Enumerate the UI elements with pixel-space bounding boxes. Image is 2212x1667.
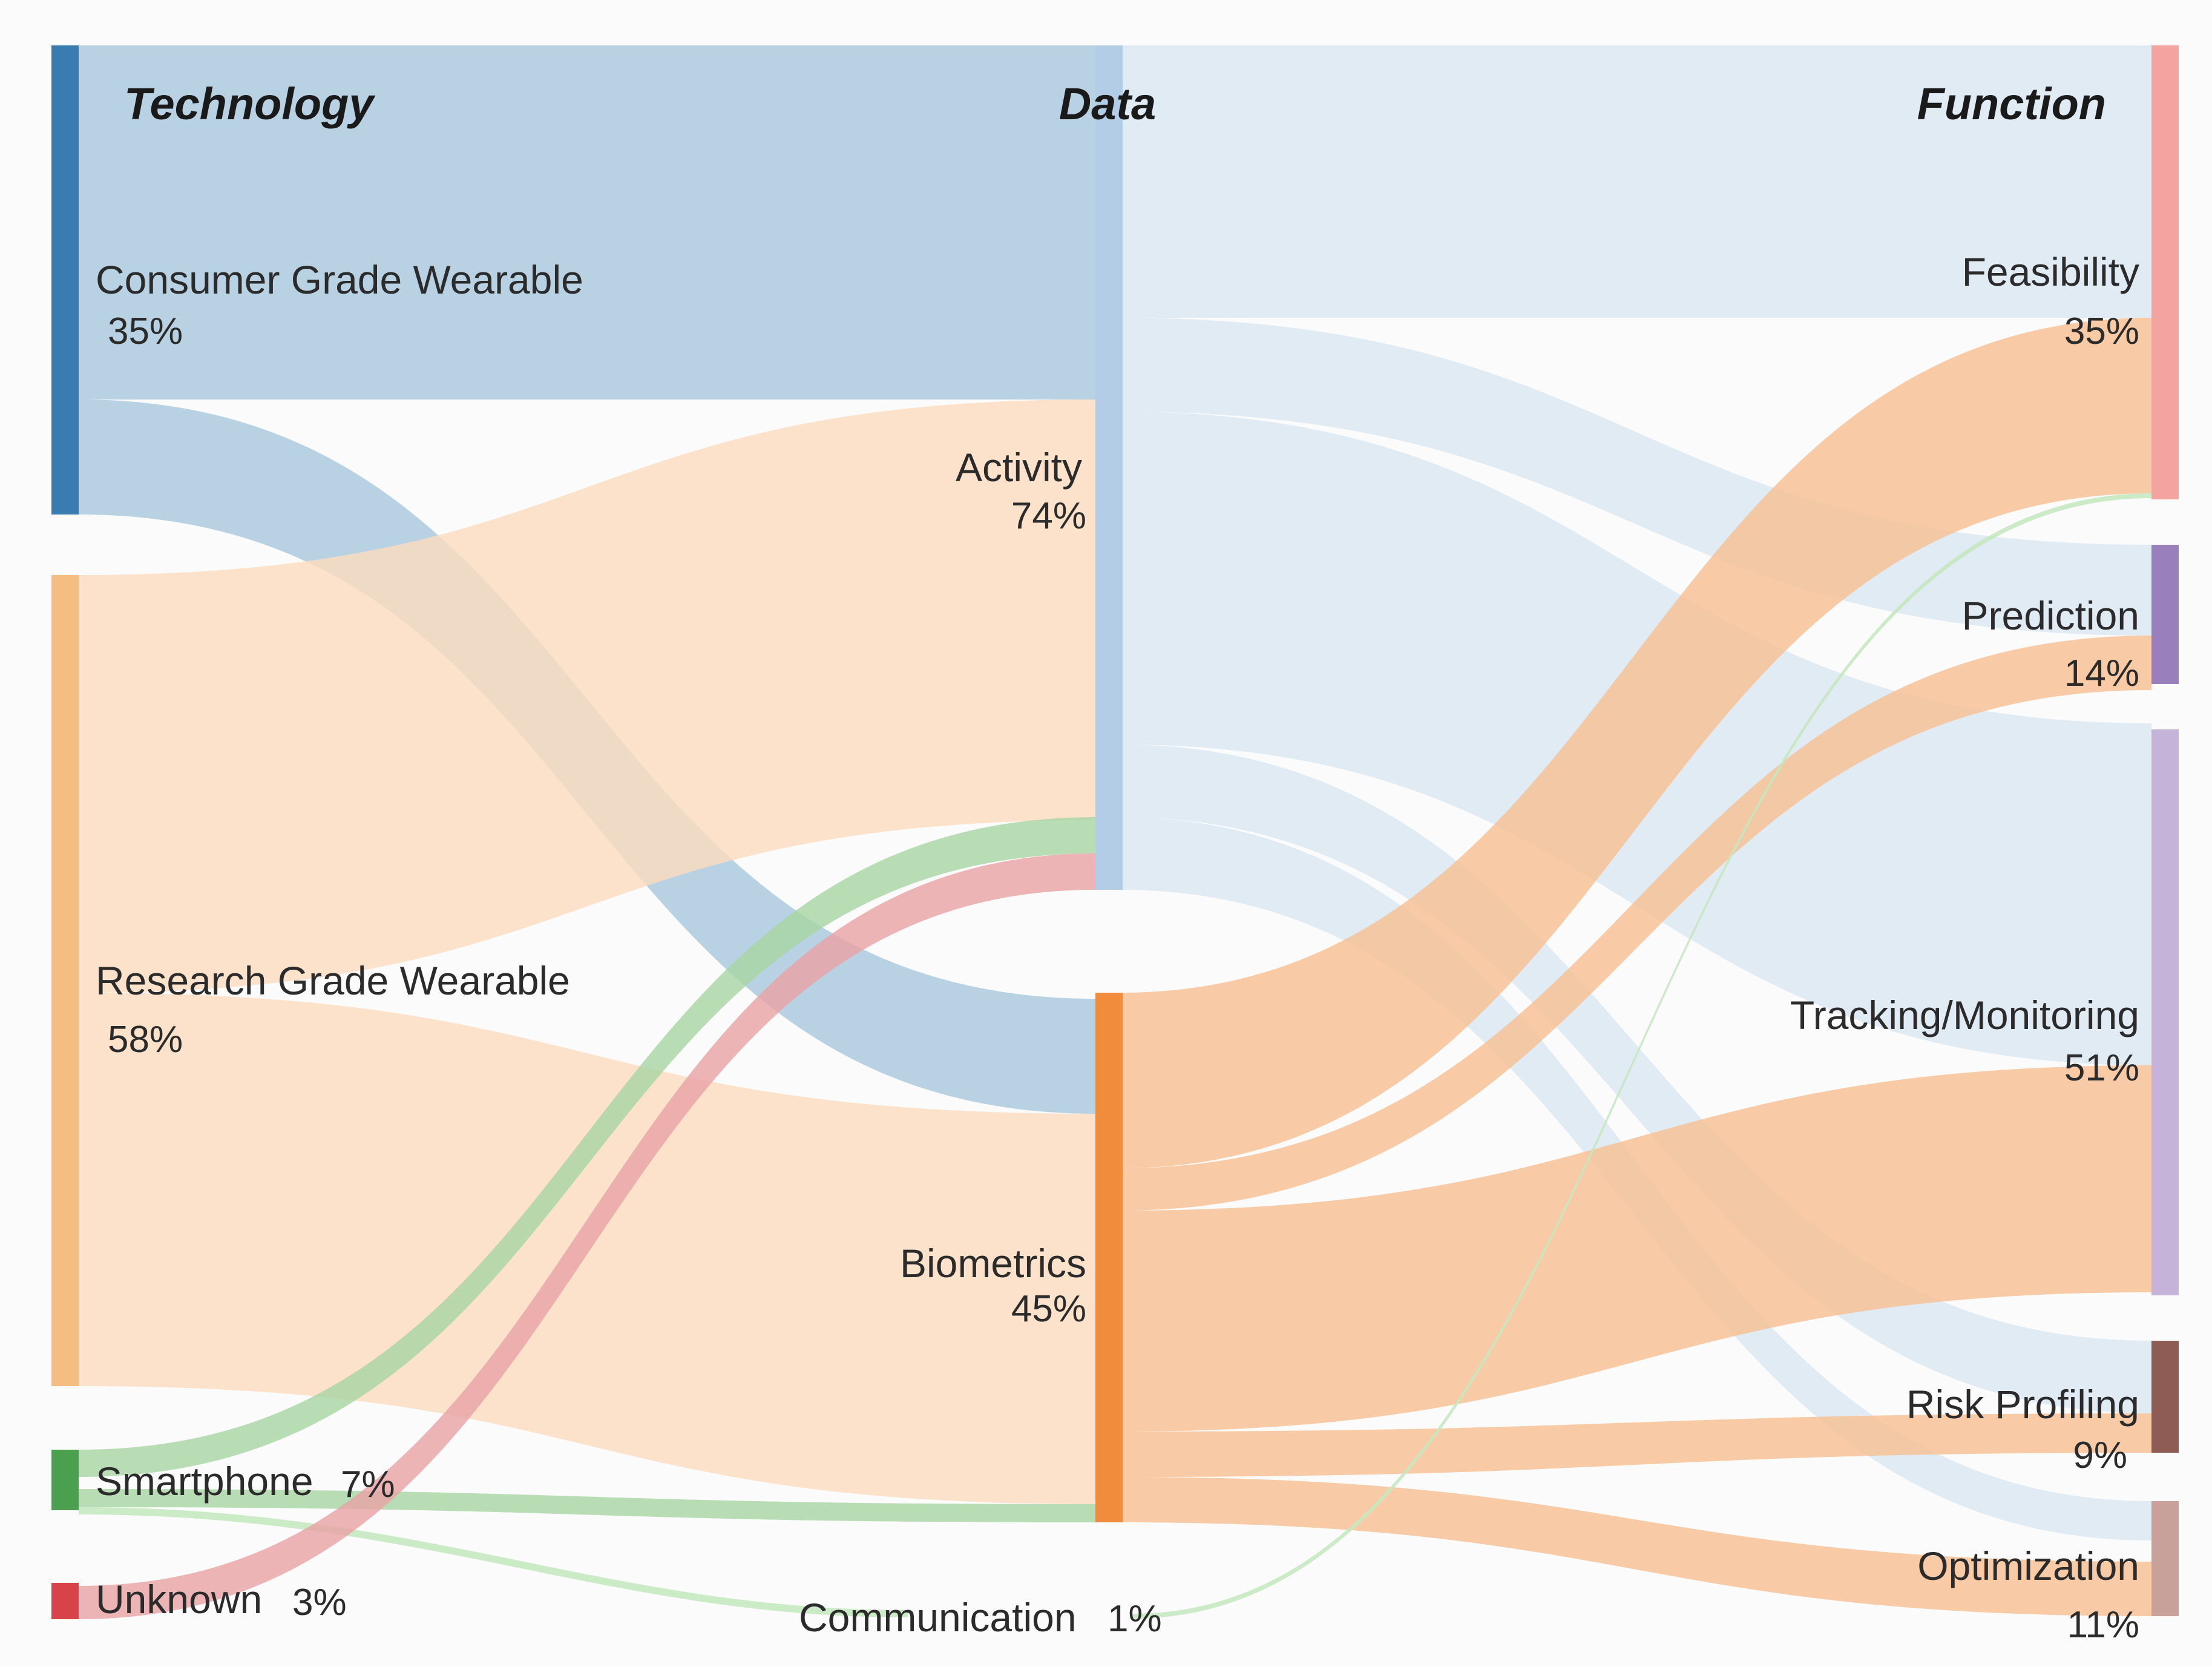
- column-title-technology: Technology: [124, 79, 376, 129]
- node-bar-biometrics: [1095, 993, 1123, 1522]
- node-label-prediction: Prediction: [1962, 593, 2140, 638]
- node-bar-smartphone: [51, 1450, 79, 1510]
- link-biometrics-risk: [1120, 1413, 2151, 1477]
- node-pct-risk: 9%: [2073, 1435, 2127, 1476]
- link-smartphone-communication: [79, 1507, 908, 1617]
- link-consumer-activity: [79, 45, 1095, 399]
- node-pct-research: 58%: [108, 1019, 183, 1060]
- link-activity-feasibility: [1120, 45, 2151, 318]
- node-pct-prediction: 14%: [2064, 653, 2139, 694]
- labels-data: Activity 74% Biometrics 45% Communicatio…: [799, 445, 1162, 1640]
- node-bar-tracking: [2151, 729, 2179, 1295]
- link-unknown-activity: [79, 853, 1095, 1619]
- labels-technology: Consumer Grade Wearable 35% Research Gra…: [96, 257, 583, 1623]
- link-smartphone-biometrics: [79, 1489, 1095, 1522]
- node-bar-risk: [2151, 1341, 2179, 1453]
- link-research-activity: [79, 399, 1095, 993]
- link-biometrics-tracking: [1120, 1065, 2151, 1432]
- node-label-risk: Risk Profiling: [1906, 1382, 2139, 1427]
- labels-function: Feasibility 35% Prediction 14% Tracking/…: [1790, 249, 2139, 1646]
- node-pct-communication: 1%: [1108, 1598, 1162, 1640]
- node-pct-optimization: 11%: [2067, 1604, 2140, 1646]
- node-pct-consumer: 35%: [108, 311, 183, 352]
- node-bar-activity: [1095, 45, 1123, 890]
- node-label-feasibility: Feasibility: [1962, 249, 2139, 294]
- node-pct-feasibility: 35%: [2064, 311, 2139, 352]
- link-smartphone-activity: [79, 817, 1095, 1477]
- node-label-consumer: Consumer Grade Wearable: [96, 257, 583, 302]
- node-pct-unknown: 3%: [292, 1582, 347, 1623]
- node-bar-research: [51, 575, 79, 1386]
- node-label-communication: Communication: [799, 1595, 1077, 1640]
- node-label-unknown: Unknown: [96, 1577, 262, 1622]
- column-titles: Technology Data Function: [124, 79, 2106, 129]
- link-biometrics-optimization: [1120, 1477, 2151, 1616]
- node-bar-prediction: [2151, 545, 2179, 684]
- node-bar-consumer: [51, 45, 79, 515]
- node-label-optimization: Optimization: [1917, 1544, 2139, 1588]
- links-technology-to-data: [79, 45, 1095, 1619]
- node-bar-feasibility: [2151, 45, 2179, 499]
- link-biometrics-prediction: [1120, 636, 2151, 1211]
- node-pct-biometrics: 45%: [1011, 1288, 1086, 1330]
- node-pct-activity: 74%: [1011, 495, 1086, 537]
- node-label-activity: Activity: [956, 445, 1082, 490]
- node-label-tracking: Tracking/Monitoring: [1790, 993, 2139, 1037]
- node-bar-unknown: [51, 1583, 79, 1619]
- node-label-smartphone: Smartphone: [96, 1459, 313, 1504]
- link-biometrics-feasibility: [1120, 318, 2151, 1168]
- node-label-biometrics: Biometrics: [900, 1241, 1086, 1286]
- nodes: [51, 45, 2179, 1619]
- node-pct-smartphone: 7%: [341, 1464, 395, 1505]
- node-pct-tracking: 51%: [2064, 1047, 2139, 1089]
- link-activity-risk: [1120, 745, 2151, 1413]
- column-title-data: Data: [1059, 79, 1156, 129]
- node-label-research: Research Grade Wearable: [96, 958, 570, 1003]
- links-data-to-function: [1120, 45, 2151, 1619]
- node-bar-optimization: [2151, 1501, 2179, 1616]
- column-title-function: Function: [1917, 79, 2106, 129]
